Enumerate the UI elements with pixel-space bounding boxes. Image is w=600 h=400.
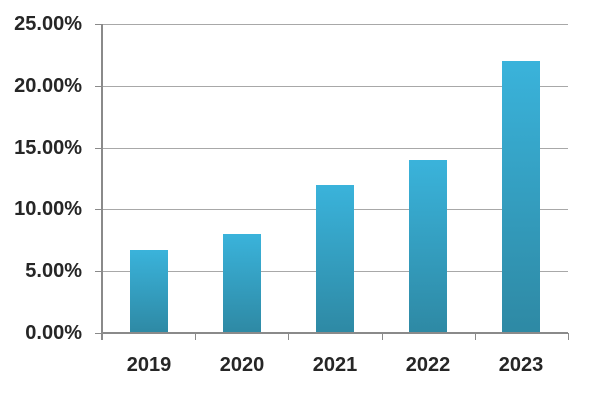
y-tick-label: 20.00% bbox=[14, 75, 82, 97]
x-tick-label: 2021 bbox=[312, 354, 358, 376]
bar-2023 bbox=[502, 61, 540, 333]
x-axis-tick bbox=[382, 333, 383, 340]
x-axis-tick bbox=[475, 333, 476, 340]
x-axis-tick bbox=[195, 333, 196, 340]
y-axis-line bbox=[101, 24, 103, 340]
gridline bbox=[102, 24, 568, 25]
y-tick-label: 10.00% bbox=[14, 198, 82, 220]
x-tick-label: 2020 bbox=[219, 354, 265, 376]
gridline bbox=[102, 148, 568, 149]
y-axis-tick bbox=[95, 333, 102, 334]
x-axis-tick bbox=[568, 333, 569, 340]
y-axis-tick bbox=[95, 271, 102, 272]
x-tick-label: 2022 bbox=[405, 354, 451, 376]
bar-2021 bbox=[316, 185, 354, 333]
bar-2019 bbox=[130, 250, 168, 333]
y-axis-tick bbox=[95, 86, 102, 87]
x-tick-label: 2023 bbox=[498, 354, 544, 376]
x-axis-tick bbox=[288, 333, 289, 340]
y-tick-label: 15.00% bbox=[14, 137, 82, 159]
y-tick-label: 0.00% bbox=[25, 322, 82, 344]
y-axis-tick bbox=[95, 209, 102, 210]
bar-2022 bbox=[409, 160, 447, 333]
y-tick-label: 5.00% bbox=[25, 260, 82, 282]
y-axis-tick bbox=[95, 148, 102, 149]
bar-2020 bbox=[223, 234, 261, 333]
gridline bbox=[102, 86, 568, 87]
x-tick-label: 2019 bbox=[126, 354, 172, 376]
x-axis-line bbox=[102, 332, 568, 334]
y-tick-label: 25.00% bbox=[14, 13, 82, 35]
y-axis-tick bbox=[95, 24, 102, 25]
